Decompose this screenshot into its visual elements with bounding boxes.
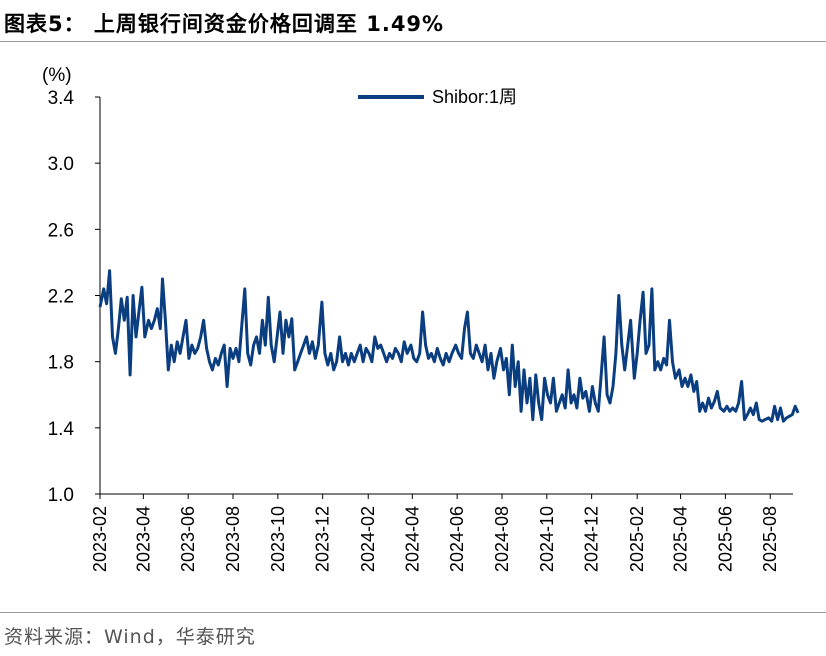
x-tick-label: 2023-04 [133, 506, 153, 572]
y-tick-label: 2.2 [48, 287, 74, 308]
y-tick-label: 1.0 [48, 485, 74, 506]
x-tick-label: 2023-12 [313, 506, 333, 572]
x-tick-label: 2023-08 [223, 506, 243, 572]
x-tick-label: 2025-08 [760, 506, 780, 572]
y-tick-label: 3.0 [48, 154, 74, 175]
y-axis-unit: (%) [42, 65, 72, 86]
y-tick-label: 3.4 [48, 88, 75, 109]
line-chart: 1.0 1.4 1.8 2.2 2.6 3.0 3.4 2023-02 2023-04 2023-… [42, 65, 800, 572]
x-tick-label: 2025-04 [671, 506, 691, 572]
x-tick-label: 2023-10 [268, 506, 288, 572]
y-tick-label: 1.4 [48, 419, 75, 440]
top-divider [0, 41, 826, 42]
bottom-divider [0, 612, 826, 613]
x-tick-label: 2024-02 [358, 506, 378, 572]
x-tick-label: 2025-02 [627, 506, 647, 572]
series-line-shibor-1w [98, 269, 800, 423]
x-tick-label: 2024-04 [402, 506, 422, 572]
x-tick-label: 2024-06 [447, 506, 467, 572]
y-tick-label: 2.6 [48, 220, 74, 241]
x-tick-label: 2025-06 [715, 506, 735, 572]
y-tick-label: 1.8 [48, 353, 74, 374]
x-tick-label: 2023-06 [178, 506, 198, 572]
chart-axes: 1.0 1.4 1.8 2.2 2.6 3.0 3.4 2023-02 2023-04 2023-… [48, 88, 793, 572]
x-tick-label: 2024-12 [582, 506, 602, 572]
legend-label: Shibor:1周 [432, 87, 517, 107]
source-note: 资料来源：Wind，华泰研究 [4, 626, 256, 648]
x-tick-label: 2024-10 [537, 506, 557, 572]
chart-legend: Shibor:1周 [358, 87, 517, 107]
chart-title: 图表5： 上周银行间资金价格回调至 1.49% [4, 12, 445, 36]
x-tick-label: 2024-08 [492, 506, 512, 572]
x-tick-label: 2023-02 [90, 506, 110, 572]
